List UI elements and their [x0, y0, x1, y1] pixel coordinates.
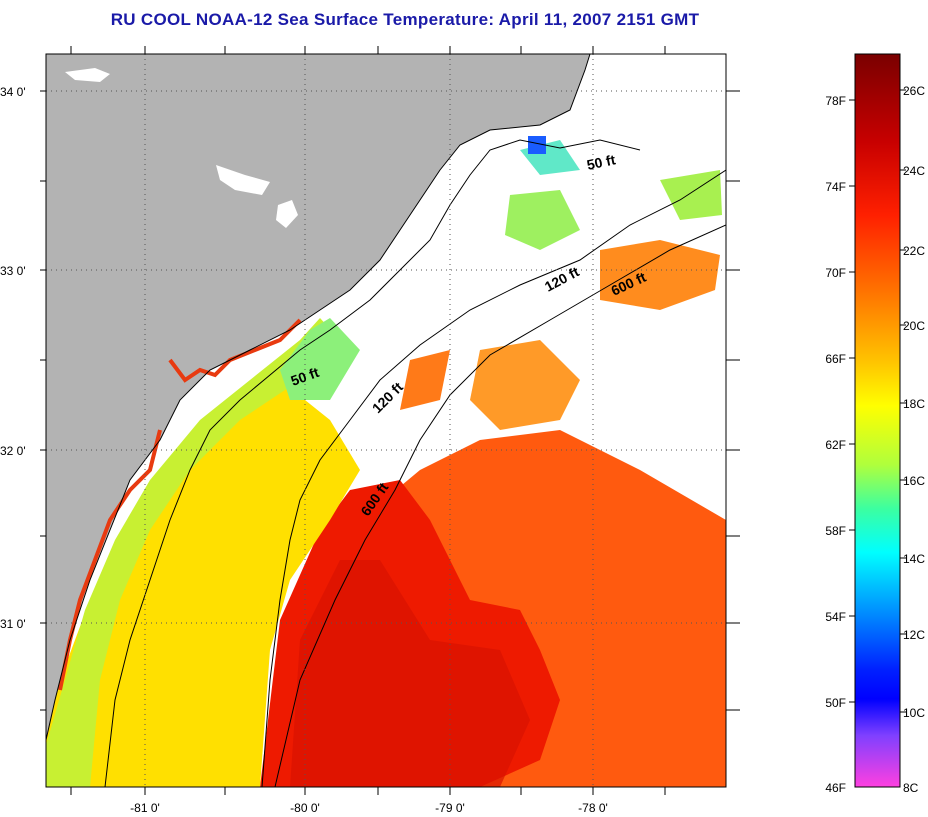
cb-c-24: 24C — [903, 164, 925, 178]
land — [46, 54, 590, 740]
cb-f-66: 66F — [825, 352, 846, 366]
lon-label-81: -81 0' — [130, 801, 160, 815]
cb-c-20: 20C — [903, 319, 925, 333]
cb-c-16: 16C — [903, 474, 925, 488]
land-cloud-1 — [216, 165, 270, 195]
warm-patch-mid — [470, 340, 580, 430]
cb-f-78: 78F — [825, 94, 846, 108]
cb-c-14: 14C — [903, 552, 925, 566]
map-frame — [45, 53, 727, 788]
contour-label-50ft-north: 50 ft — [585, 151, 617, 173]
cb-f-74: 74F — [825, 180, 846, 194]
cb-c-10: 10C — [903, 706, 925, 720]
contour-600ft — [274, 224, 726, 787]
warm-patch-mid2 — [400, 350, 450, 410]
lat-label-31: 31 0' — [0, 617, 26, 631]
cool-spot-blue — [528, 136, 546, 154]
lat-label-33: 33 0' — [0, 264, 26, 278]
cool-patch-green — [505, 190, 580, 250]
cb-f-46: 46F — [825, 781, 846, 795]
cb-f-58: 58F — [825, 524, 846, 538]
cb-f-54: 54F — [825, 610, 846, 624]
lat-label-34: 34 0' — [0, 85, 26, 99]
lon-label-80: -80 0' — [290, 801, 320, 815]
cb-f-62: 62F — [825, 438, 846, 452]
contour-50ft — [104, 139, 641, 787]
axis-ticks — [40, 46, 740, 795]
nearshore-cyan-green — [280, 318, 360, 400]
coastal-fringe — [58, 318, 302, 691]
cb-c-22: 22C — [903, 244, 925, 258]
lon-label-78: -78 0' — [578, 801, 608, 815]
coastline — [46, 54, 591, 741]
gulf-stream-deep — [290, 560, 530, 787]
colorbar-ticks — [849, 89, 906, 713]
cb-c-26: 26C — [903, 84, 925, 98]
lon-label-79: -79 0' — [435, 801, 465, 815]
cb-c-18: 18C — [903, 397, 925, 411]
lat-label-32: 32 0' — [0, 444, 26, 458]
shelf-water-yellow — [46, 380, 360, 787]
cb-f-70: 70F — [825, 266, 846, 280]
cb-c-12: 12C — [903, 628, 925, 642]
land-cloud-3 — [65, 68, 110, 82]
cb-f-50: 50F — [825, 696, 846, 710]
cb-c-8: 8C — [903, 781, 919, 795]
chart-title: RU COOL NOAA-12 Sea Surface Temperature:… — [110, 10, 700, 29]
warm-patch-east — [600, 240, 720, 310]
contour-120ft — [261, 169, 726, 787]
land-cloud-2 — [276, 200, 298, 228]
map-panel: 50 ft 120 ft 600 ft 50 ft 120 ft 600 ft — [46, 54, 726, 787]
colorbar — [854, 53, 901, 788]
graticule — [46, 54, 726, 787]
